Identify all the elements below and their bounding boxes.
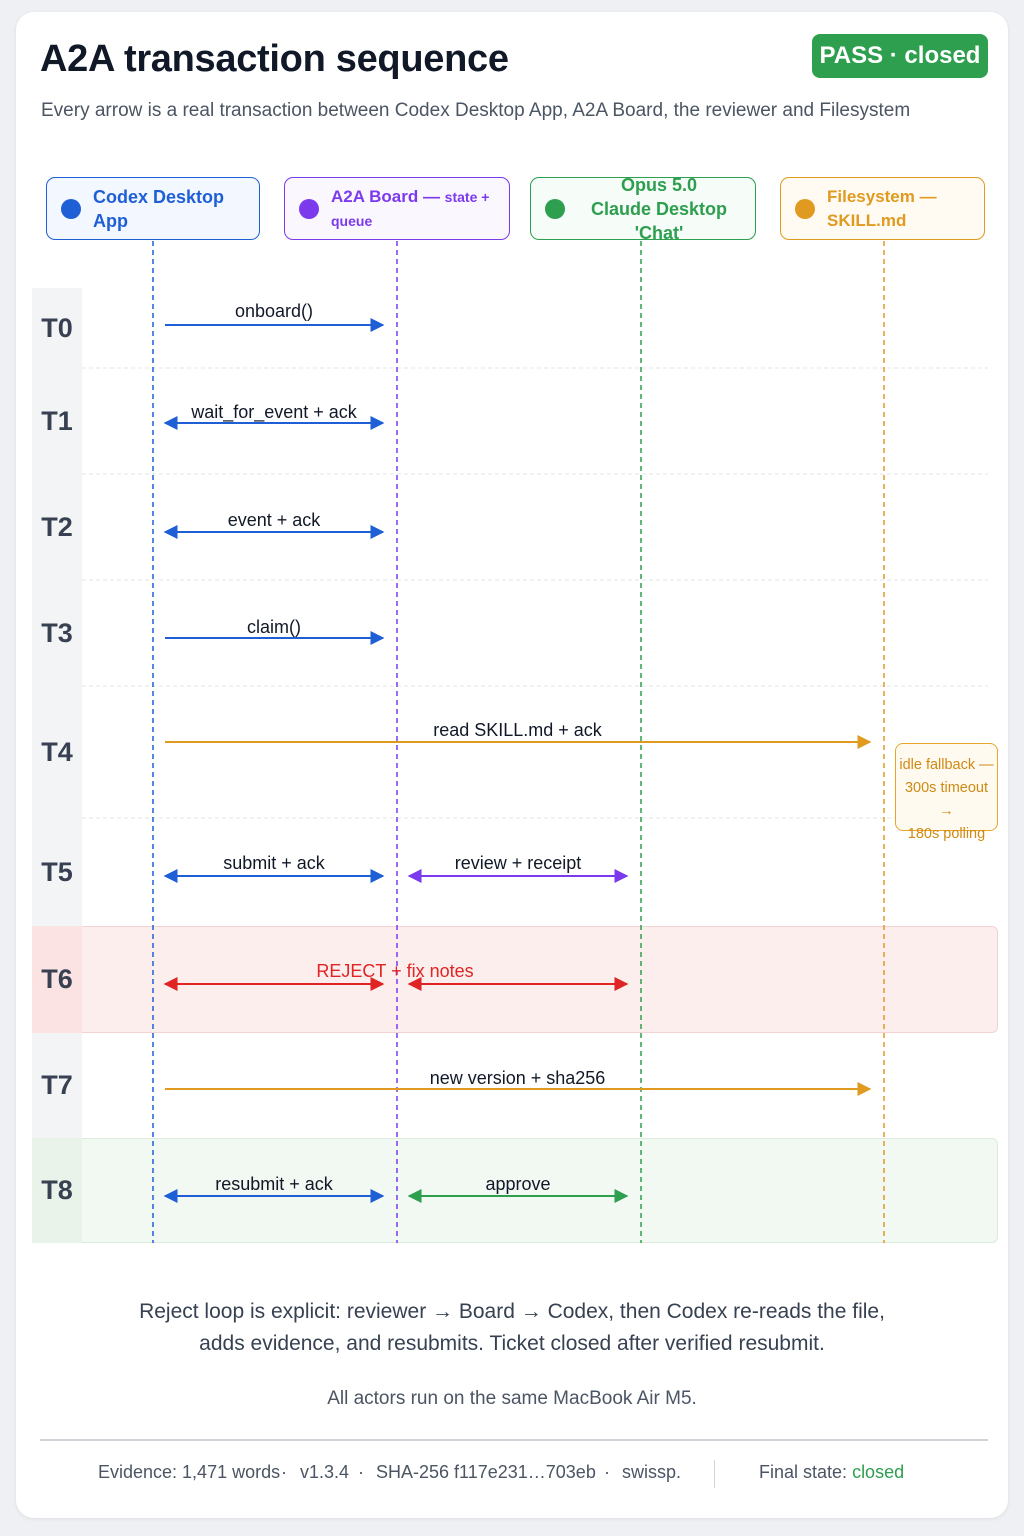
message-label: approve: [485, 1174, 551, 1194]
footer-separator-dot: ·: [358, 1462, 364, 1482]
status-badge: PASS · closed: [812, 34, 988, 78]
actor-sublabel: state + queue: [331, 188, 490, 229]
footer-separator-dot: ·: [604, 1462, 610, 1482]
row-label-t8: T8: [32, 1138, 82, 1243]
divider: [40, 1439, 988, 1441]
final-state-value: closed: [852, 1462, 905, 1482]
footer-separator-dot: ·: [281, 1462, 287, 1482]
message-label: event + ack: [227, 510, 321, 530]
message-label: onboard(): [234, 301, 314, 321]
footer-author: swissp.: [622, 1462, 682, 1482]
row-label-t1: T1: [32, 368, 82, 474]
footer-evidence: Evidence: 1,471 words: [98, 1462, 281, 1482]
footnote-hardware: All actors run on the same MacBook Air M…: [327, 1388, 697, 1409]
actor-label: A2A Board —: [331, 186, 445, 206]
message-label: wait_for_event + ack: [191, 402, 357, 422]
row-label-t5: T5: [32, 818, 82, 926]
actor-board: A2A Board — state + queue: [284, 177, 510, 240]
actor-filesystem: Filesystem — SKILL.md: [780, 177, 985, 240]
actor-dot-icon: [61, 198, 81, 219]
actor-reviewer: Opus 5.0 Claude Desktop 'Chat': [530, 175, 756, 243]
actor-label: Opus 5.0: [620, 174, 698, 195]
final-state-label: Final state:: [759, 1462, 848, 1482]
actor-dot-icon: [795, 198, 815, 219]
message-label: review + receipt: [454, 853, 582, 873]
idle-fallback-note: idle fallback — 300s timeout → 180s poll…: [895, 743, 998, 842]
row-label-t4: T4: [32, 686, 82, 818]
message-label: claim(): [247, 617, 301, 637]
row-label-t6: T6: [32, 926, 82, 1033]
actor-dot-icon: [299, 198, 319, 219]
message-label: REJECT + fix notes: [316, 961, 474, 981]
row-label-t7: T7: [32, 1033, 82, 1138]
note-line: 180s polling: [907, 826, 986, 842]
footnote-line: adds evidence, and resubmits. Ticket clo…: [199, 1332, 825, 1355]
page-card: [16, 12, 1008, 1518]
row-label-t0: T0: [32, 288, 82, 368]
footer-final-state: Final state: closed: [759, 1462, 904, 1483]
note-line: idle fallback —: [899, 757, 994, 773]
page-title: A2A transaction sequence: [40, 38, 509, 80]
footer-divider: [714, 1460, 715, 1488]
page-subtitle: Every arrow is a real transaction betwee…: [41, 100, 911, 121]
row-label-t3: T3: [32, 580, 82, 686]
message-label: resubmit + ack: [215, 1174, 333, 1194]
footnote-line: Reject loop is explicit: reviewer → Boar…: [139, 1300, 885, 1323]
actor-dot-icon: [545, 198, 565, 219]
message-label: submit + ack: [223, 853, 325, 873]
actor-codex: Codex Desktop App: [46, 177, 260, 240]
actor-label: Filesystem — SKILL.md: [827, 186, 937, 230]
note-line: 300s timeout →: [904, 780, 989, 819]
message-label: read SKILL.md + ack: [433, 720, 602, 740]
footer-sha: SHA-256 f117e231…703eb: [376, 1462, 596, 1482]
actor-label-line2: Claude Desktop 'Chat': [590, 198, 728, 243]
row-label-t2: T2: [32, 474, 82, 580]
actor-label: Codex Desktop App: [93, 186, 225, 231]
footer-version: v1.3.4: [300, 1462, 350, 1482]
message-label: new version + sha256: [429, 1068, 606, 1088]
